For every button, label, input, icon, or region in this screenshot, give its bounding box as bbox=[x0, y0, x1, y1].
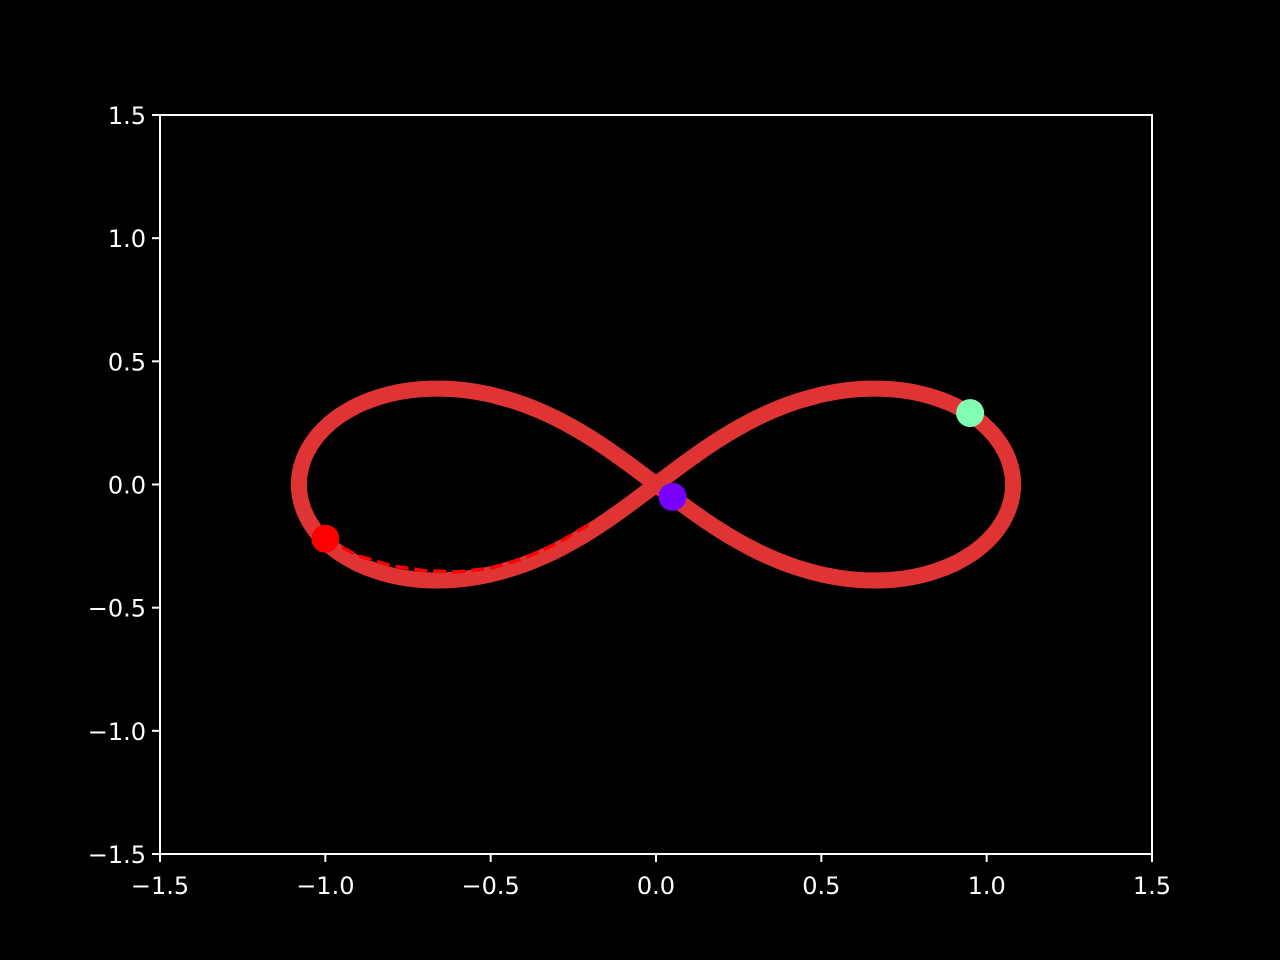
x-tick-label-3: 0.0 bbox=[637, 872, 675, 900]
y-tick-label-4: 0.5 bbox=[108, 348, 146, 376]
marker-point-2 bbox=[956, 399, 985, 428]
x-tick-label-6: 1.5 bbox=[1133, 872, 1171, 900]
marker-point-1 bbox=[658, 482, 687, 511]
y-tick-label-2: −0.5 bbox=[88, 595, 146, 623]
y-tick-label-3: 0.0 bbox=[108, 472, 146, 500]
x-tick-label-4: 0.5 bbox=[802, 872, 840, 900]
marker-point-0 bbox=[311, 524, 340, 553]
y-tick-label-0: −1.5 bbox=[88, 841, 146, 869]
x-tick-label-5: 1.0 bbox=[968, 872, 1006, 900]
series-line-0-trail bbox=[293, 386, 1019, 589]
x-tick-label-1: −1.0 bbox=[296, 872, 354, 900]
plot-area bbox=[160, 115, 1152, 854]
y-tick-label-6: 1.5 bbox=[108, 102, 146, 130]
y-tick-label-5: 1.0 bbox=[108, 225, 146, 253]
series-line-1 bbox=[324, 522, 591, 574]
x-tick-label-0: −1.5 bbox=[131, 872, 189, 900]
x-tick-label-2: −0.5 bbox=[462, 872, 520, 900]
axes: −1.5 −1.0 −0.5 0.0 0.5 1.0 1.5 −1.5 −1.0 −0.5 0.0 0… bbox=[88, 102, 1171, 900]
y-tick-label-1: −1.0 bbox=[88, 718, 146, 746]
